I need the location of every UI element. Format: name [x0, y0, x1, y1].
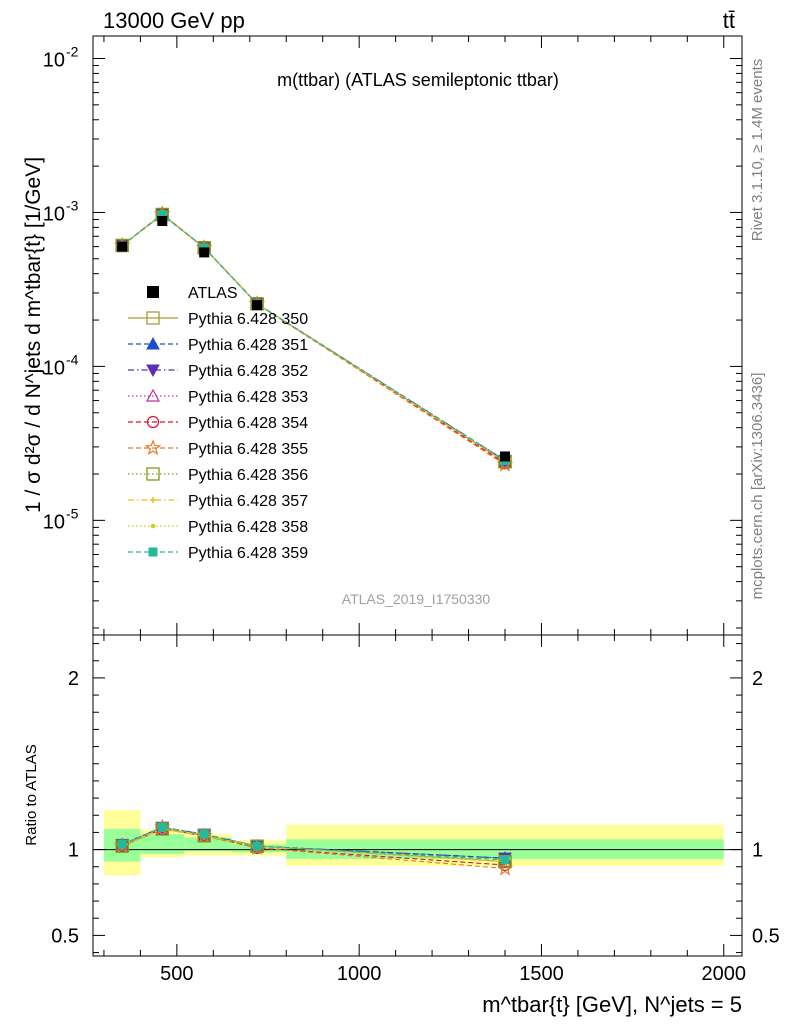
legend-label-1: Pythia 6.428 350	[188, 311, 308, 328]
legend-marker-2	[146, 336, 160, 350]
legend-label-data: ATLAS	[188, 285, 238, 302]
ratio-y-tick-label: 0.5	[51, 925, 79, 947]
main-plot: 10-510-410-310 -2m(ttbar) (ATLAS semilept…	[22, 35, 743, 636]
ratio-point-10	[199, 829, 209, 839]
y-tick-label: 10	[43, 357, 65, 379]
legend-marker-3	[146, 364, 160, 378]
band-inner-2	[140, 834, 185, 854]
y-axis-label: 1 / σ d²σ / d N^jets d m^tbar{t} [1/GeV]	[22, 157, 45, 513]
ratio-y-axis-label: Ratio to ATLAS	[23, 744, 40, 845]
ratio-plot: 0.5 0.5 1 1 2 2 500 1000 1500 2000 Ratio to ATLAS m…	[23, 634, 780, 1017]
header-left: 13000 GeV pp	[103, 8, 245, 33]
series-line-8	[121, 213, 506, 463]
x-axis-label: m^tbar{t} [GeV], N^jets = 5	[482, 992, 742, 1017]
ratio-point-10	[157, 822, 167, 832]
x-tick-label: 1000	[337, 963, 382, 985]
legend-label-8: Pythia 6.428 357	[188, 493, 308, 510]
x-tick-label: 1500	[519, 963, 564, 985]
analysis-watermark: ATLAS_2019_I1750330	[342, 591, 491, 607]
rivet-version-label: Rivet 3.1.10, ≥ 1.4M events	[749, 59, 766, 242]
y-tick-label-exponent: -5	[66, 505, 79, 521]
legend-label-4: Pythia 6.428 353	[188, 389, 308, 406]
data-point	[500, 451, 511, 462]
header-right: tt̄	[723, 8, 735, 33]
legend-marker-6	[144, 439, 162, 456]
ratio-point-10	[252, 841, 262, 851]
legend-label-2: Pythia 6.428 351	[188, 337, 308, 354]
x-tick-label: 500	[160, 963, 193, 985]
legend-label-6: Pythia 6.428 355	[188, 441, 308, 458]
legend-marker-9	[150, 523, 156, 529]
legend-marker-5	[146, 415, 160, 429]
ratio-y-tick-label: 2	[68, 668, 79, 690]
series-line-3	[121, 213, 506, 461]
mcplots-label: mcplots.cern.ch [arXiv:1306.3436]	[749, 373, 766, 600]
ratio-y-tick-label-right: 1	[752, 840, 763, 862]
band-inner-3	[184, 837, 232, 852]
x-tick-label: 2000	[702, 963, 747, 985]
y-tick-label-exponent: -3	[66, 197, 79, 213]
ratio-point-6	[496, 859, 514, 876]
chart-title: m(ttbar) (ATLAS semileptonic ttbar)	[277, 70, 559, 90]
legend-marker-data	[147, 286, 159, 298]
data-point	[117, 241, 128, 252]
ratio-point-10	[117, 839, 127, 849]
ratio-plot-frame	[92, 634, 743, 957]
legend: ATLAS Pythia 6.428 350 Pythia 6.428 351 Pyt…	[128, 285, 308, 562]
legend-marker-10	[148, 547, 158, 557]
ratio-point-10	[500, 855, 510, 865]
legend-label-3: Pythia 6.428 352	[188, 363, 308, 380]
data-point	[252, 300, 263, 311]
y-tick-label-exponent: -2	[66, 43, 79, 59]
y-tick-label-exponent: -4	[66, 351, 79, 367]
data-point	[199, 247, 210, 258]
ratio-point-6	[248, 839, 266, 855]
legend-marker-8	[150, 497, 156, 503]
legend-marker-1	[146, 311, 160, 325]
y-tick-label: 10	[43, 203, 65, 225]
ratio-line-9	[121, 828, 506, 863]
ratio-line-6	[121, 826, 506, 869]
legend-label-10: Pythia 6.428 359	[188, 545, 308, 562]
ratio-y-tick-label: 1	[68, 840, 79, 862]
legend-label-7: Pythia 6.428 356	[188, 467, 308, 484]
legend-label-5: Pythia 6.428 354	[188, 415, 308, 432]
ratio-y-tick-label-right: 0.5	[752, 925, 780, 947]
y-tick-label: 10	[43, 49, 65, 71]
ratio-y-tick-label-right: 2	[752, 668, 763, 690]
data-point	[157, 215, 168, 226]
legend-label-9: Pythia 6.428 358	[188, 519, 308, 536]
legend-marker-7	[146, 467, 160, 481]
y-tick-label: 10	[43, 511, 65, 533]
legend-marker-4	[145, 388, 161, 402]
labels: 13000 GeV pp tt̄ Rivet 3.1.10, ≥ 1.4M even…	[103, 8, 766, 599]
